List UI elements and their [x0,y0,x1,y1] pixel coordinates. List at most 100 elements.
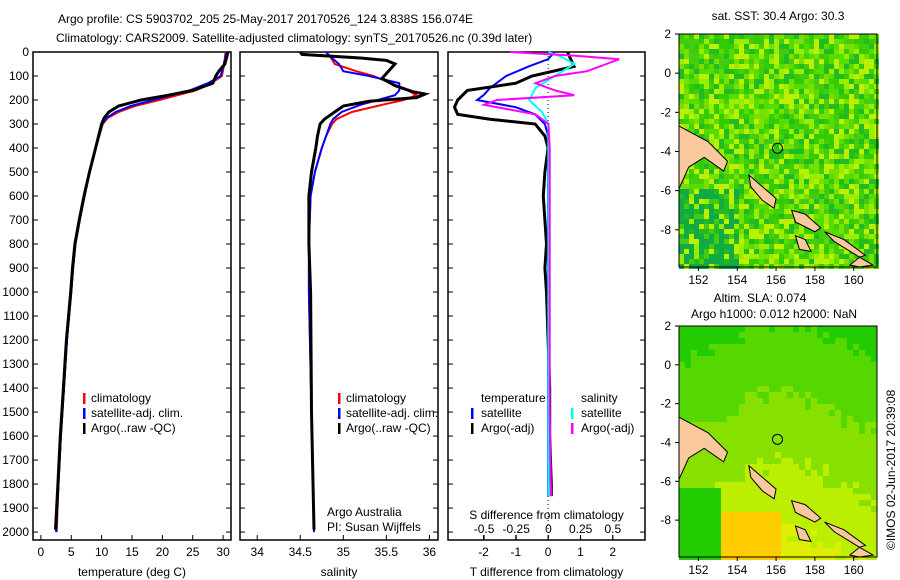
map-cell [719,44,724,49]
map-cell [829,530,835,536]
map-cell [865,440,871,446]
map-cell [745,326,751,332]
map-cell [727,536,733,542]
map-cell [689,189,694,194]
map-cell [844,204,849,209]
map-cell [739,104,744,109]
map-cell [814,49,819,54]
map-cell [805,500,811,506]
map-cell [759,34,764,39]
map-cell [739,416,745,422]
map-cell [869,204,874,209]
map-cell [871,482,877,488]
map-cell [811,524,817,530]
map-cell [757,386,763,392]
map-cell [789,234,794,239]
map-cell [864,149,869,154]
map-cell [703,386,709,392]
map-cell [869,249,874,254]
map-cell [757,350,763,356]
map-cell [784,59,789,64]
map-cell [749,219,754,224]
map-cell [859,458,865,464]
map-cell [849,204,854,209]
map-cell [871,530,877,536]
map-cell [685,338,691,344]
map-cell [704,99,709,104]
map-cell [744,229,749,234]
map-cell [691,326,697,332]
map-cell [794,84,799,89]
map-cell [871,464,877,470]
map-cell [751,548,757,554]
map-cell [694,229,699,234]
map-cell [819,254,824,259]
map-cell [819,229,824,234]
map-cell [739,398,745,404]
map-cell [869,169,874,174]
map-cell [763,476,769,482]
map-cell [751,482,757,488]
map-cell [739,476,745,482]
map-cell [804,124,809,129]
y-tick-label: 1000 [2,285,29,299]
map-cell [814,229,819,234]
map-cell [709,259,714,264]
map-cell [774,159,779,164]
x-tick-label: 35 [337,545,351,559]
map-cell [793,440,799,446]
map-cell [739,374,745,380]
map-cell [781,488,787,494]
map-cell [789,109,794,114]
map-cell [784,54,789,59]
map-cell [804,104,809,109]
map-cell [793,470,799,476]
y-tick-label: 1900 [2,501,29,515]
map-y-tick-label: -4 [660,435,671,449]
map-cell [864,209,869,214]
map-x-tick-label: 152 [688,563,708,577]
map-cell [697,374,703,380]
map-cell [834,219,839,224]
map-cell [714,34,719,39]
map-cell [689,129,694,134]
land-polygon [678,125,729,189]
map-cell [829,458,835,464]
map-cell [819,234,824,239]
map-cell [841,548,847,554]
map-cell [714,259,719,264]
map-cell [859,404,865,410]
map-cell [823,422,829,428]
map-cell [839,59,844,64]
map-cell [744,174,749,179]
map-cell [809,159,814,164]
map-cell [679,44,684,49]
map-cell [689,209,694,214]
map-cell [829,239,834,244]
map-cell [809,199,814,204]
map-cell [871,338,877,344]
map-cell [834,189,839,194]
map-cell [751,446,757,452]
map-cell [697,392,703,398]
map-cell [794,194,799,199]
x-tick-label: 0 [38,545,45,559]
map-cell [817,332,823,338]
map-cell [839,109,844,114]
map-cell [817,506,823,512]
map-cell [853,488,859,494]
map-cell [823,350,829,356]
map-cell [679,84,684,89]
map-cell [787,332,793,338]
map-cell [794,244,799,249]
map-cell [835,500,841,506]
map-cell [684,209,689,214]
map-cell [805,410,811,416]
map-cell [691,386,697,392]
map-cell [824,224,829,229]
map-cell [864,184,869,189]
map-cell [859,356,865,362]
map-cell [841,344,847,350]
map-cell [719,249,724,254]
map-cell [685,530,691,536]
